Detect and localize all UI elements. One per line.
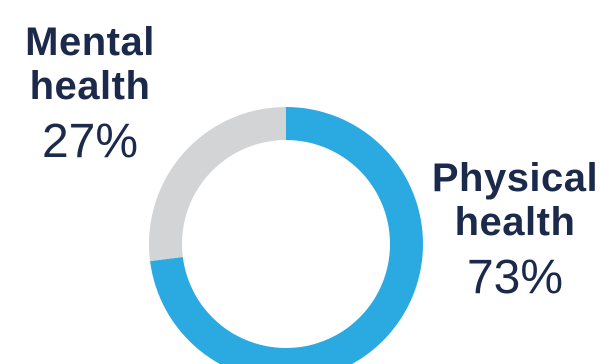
slice-label-mental-line1: Mental — [25, 20, 155, 64]
legend-mental-health: Mental health 27% — [0, 20, 180, 170]
slice-value-mental: 27% — [41, 115, 139, 168]
slice-label-physical-line2: health — [454, 200, 576, 244]
slice-mental-health — [149, 107, 286, 262]
legend-physical-health: Physical health 73% — [420, 156, 609, 306]
slice-label-mental-line2: health — [29, 64, 151, 108]
slice-value-physical: 73% — [466, 251, 564, 304]
slice-label-physical-line1: Physical — [431, 156, 599, 200]
